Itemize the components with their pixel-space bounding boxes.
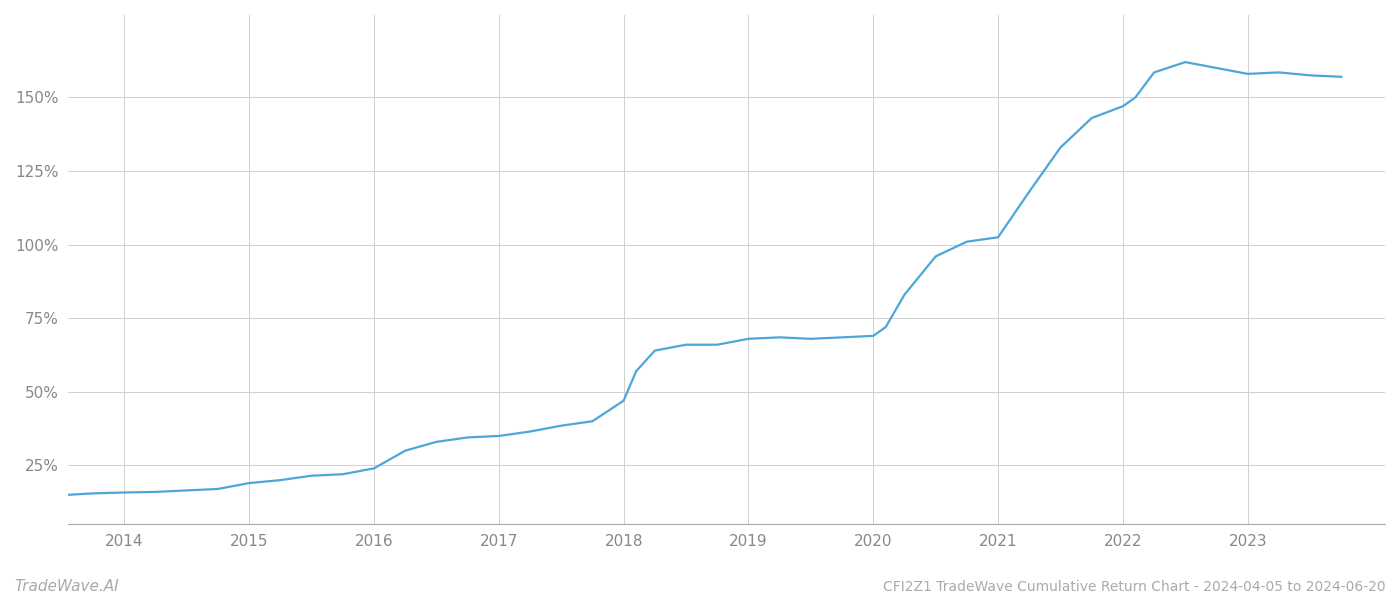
Text: TradeWave.AI: TradeWave.AI <box>14 579 119 594</box>
Text: CFI2Z1 TradeWave Cumulative Return Chart - 2024-04-05 to 2024-06-20: CFI2Z1 TradeWave Cumulative Return Chart… <box>883 580 1386 594</box>
